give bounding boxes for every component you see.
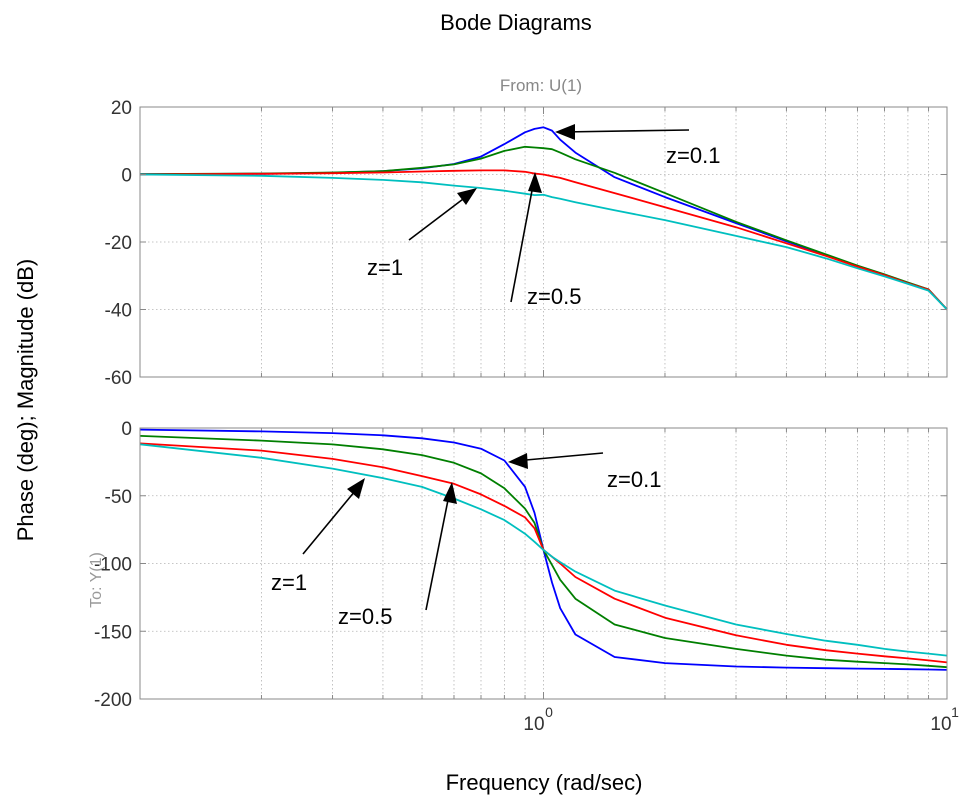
series-line-z01-0 <box>139 126 948 311</box>
annotation-label: z=0.5 <box>338 604 392 629</box>
annotation-mag-z1: z=1 <box>367 188 477 280</box>
annotation-label: z=0.1 <box>607 467 661 492</box>
y-tick-label: -200 <box>94 690 132 711</box>
y-tick-label: -50 <box>105 487 132 508</box>
annotations: z=0.1 z=1 z=0.5 z=0.1 z=1 z=0.5 <box>271 124 720 629</box>
phase-series-lines <box>139 428 948 671</box>
phase-grid <box>140 428 947 699</box>
y-tick-label: -20 <box>105 233 132 254</box>
annotation-phase-z01: z=0.1 <box>508 452 661 492</box>
annotation-arrow <box>302 484 361 555</box>
y-axis-label: Phase (deg); Magnitude (dB) <box>13 259 38 542</box>
series-line-z05-1 <box>139 145 948 311</box>
annotation-arrow <box>510 179 535 303</box>
y-tick-label: -40 <box>105 301 132 322</box>
x-tick-label-1-exponent: 0 <box>545 704 553 720</box>
series-line-z1-2 <box>139 169 948 311</box>
annotation-arrow <box>514 452 604 462</box>
magnitude-panel: 20 0 -20 -40 -60 <box>105 98 948 389</box>
annotation-arrow <box>561 129 690 133</box>
series-line-unlabeled-3 <box>139 443 948 657</box>
annotation-phase-z1: z=1 <box>271 478 365 595</box>
arrow-head-icon <box>347 478 365 499</box>
magnitude-series-lines <box>139 126 948 311</box>
y-tick-label: -100 <box>94 555 132 576</box>
series-line-unlabeled-3 <box>139 173 948 311</box>
annotation-label: z=0.1 <box>666 143 720 168</box>
annotation-mag-z05: z=0.5 <box>510 172 581 309</box>
arrow-head-icon <box>528 172 542 193</box>
arrow-head-icon <box>508 453 528 469</box>
y-tick-label: 0 <box>121 419 132 440</box>
annotation-label: z=0.5 <box>527 284 581 309</box>
series-line-z05-1 <box>139 435 948 669</box>
annotation-label: z=1 <box>271 570 307 595</box>
y-tick-label: -60 <box>105 368 132 389</box>
magnitude-grid <box>140 107 947 377</box>
arrow-head-icon <box>555 124 575 140</box>
y-tick-label: 20 <box>111 98 132 119</box>
x-tick-label-10-exponent: 1 <box>951 704 959 720</box>
y-tick-label: 0 <box>121 166 132 187</box>
x-tick-label-1-base: 10 <box>523 714 544 735</box>
series-line-z01-0 <box>139 428 948 671</box>
phase-y-ticks: 0 -50 -100 -150 -200 <box>94 419 947 711</box>
annotation-arrow <box>425 489 451 611</box>
annotation-phase-z05: z=0.5 <box>338 482 457 629</box>
y-tick-label: -150 <box>94 622 132 643</box>
output-label: To: Y(1) <box>88 552 105 608</box>
chart-title: Bode Diagrams <box>440 10 592 35</box>
annotation-label: z=1 <box>367 255 403 280</box>
chart-subtitle: From: U(1) <box>500 76 582 95</box>
x-axis-label: Frequency (rad/sec) <box>446 770 643 795</box>
arrow-head-icon <box>457 188 477 205</box>
magnitude-y-ticks: 20 0 -20 -40 -60 <box>105 98 947 389</box>
annotation-mag-z01: z=0.1 <box>555 124 720 168</box>
phase-panel: 0 -50 -100 -150 -200 <box>94 419 948 711</box>
x-tick-labels: 10 0 10 1 <box>523 704 959 735</box>
x-tick-label-10-base: 10 <box>930 714 951 735</box>
arrow-head-icon <box>443 482 457 504</box>
annotation-arrow <box>408 192 472 241</box>
